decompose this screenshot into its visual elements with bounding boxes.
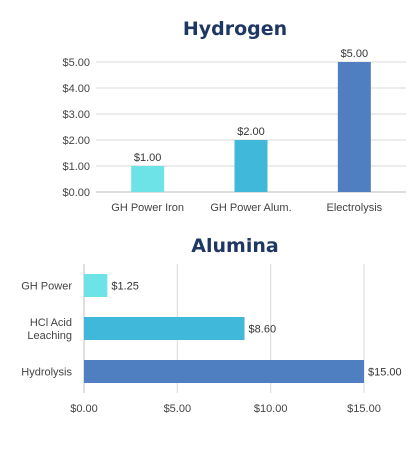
hydrogen-title: Hydrogen: [183, 18, 287, 40]
hydrogen-x-tick-label: GH Power Iron: [111, 202, 184, 214]
alumina-x-tick-label: $5.00: [164, 403, 192, 415]
alumina-y-tick-label: Hydrolysis: [21, 367, 72, 379]
hydrogen-y-tick-label: $5.00: [62, 57, 90, 69]
alumina-data-label: $8.60: [249, 324, 277, 336]
hydrogen-x-tick-label: GH Power Alum.: [210, 202, 291, 214]
alumina-data-label: $1.25: [111, 281, 139, 293]
hydrogen-y-tick-label: $3.00: [62, 109, 90, 121]
hydrogen-y-tick-label: $1.00: [62, 161, 90, 173]
hydrogen-chart: Hydrogen $0.00 $1.00 $2.00 $3.00 $4.00 $5.00 $1…: [62, 18, 406, 214]
alumina-x-tick-label: $15.00: [347, 403, 381, 415]
hydrogen-y-tick-label: $2.00: [62, 135, 90, 147]
alumina-bar: [84, 274, 108, 297]
alumina-x-tick-label: $10.00: [254, 403, 288, 415]
hydrogen-bar: [234, 140, 268, 192]
hydrogen-bar: [337, 62, 371, 192]
alumina-data-label: $15.00: [368, 367, 402, 379]
alumina-bar: [84, 317, 245, 340]
hydrogen-x-tick-label: Electrolysis: [327, 202, 383, 214]
alumina-y-tick-label: GH Power: [21, 281, 72, 293]
hydrogen-data-label: $5.00: [341, 48, 369, 60]
hydrogen-data-label: $1.00: [134, 152, 162, 164]
hydrogen-y-tick-label: $0.00: [62, 187, 90, 199]
hydrogen-data-label: $2.00: [237, 126, 265, 138]
alumina-title: Alumina: [191, 235, 278, 257]
alumina-x-tick-label: $0.00: [70, 403, 98, 415]
alumina-y-tick-label: HCl Acid: [30, 317, 72, 329]
alumina-bar: [84, 360, 364, 383]
alumina-y-tick-label: Leaching: [27, 330, 72, 342]
hydrogen-bar: [131, 166, 165, 192]
hydrogen-y-tick-label: $4.00: [62, 83, 90, 95]
alumina-chart: Alumina $0.00 $5.00 $10.00 $15.00 $1.25 GH Pow…: [21, 235, 401, 415]
